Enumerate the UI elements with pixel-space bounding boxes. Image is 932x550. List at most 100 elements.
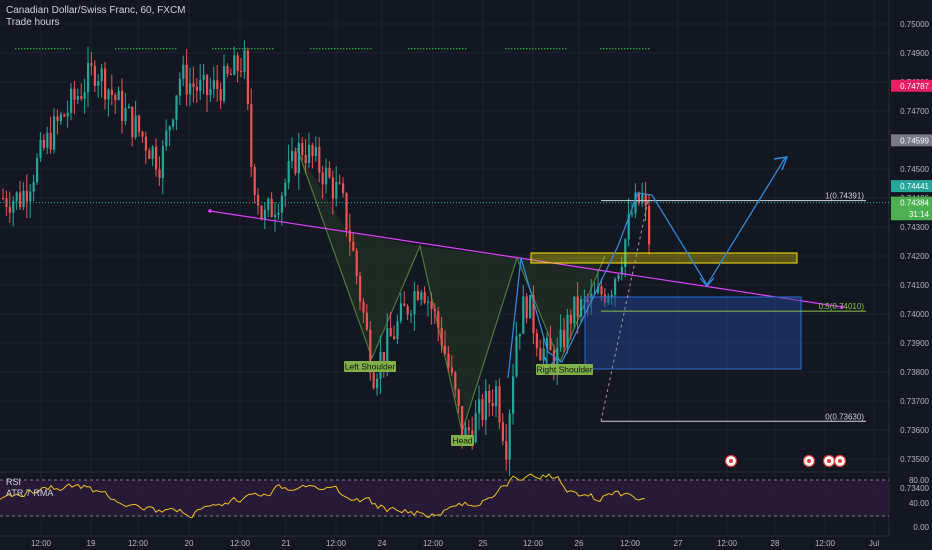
trade-hours-dot [27,48,29,50]
candle-down [257,195,260,206]
time-tick-label: Jul [869,539,879,548]
candle-down [348,230,351,242]
trade-hours-dot [429,48,431,50]
price-tick-label: 0.73400 [900,484,929,493]
trade-hours-dot [559,48,561,50]
price-tick-label: 0.74500 [900,165,929,174]
symbol-title[interactable]: Canadian Dollar/Swiss Franc, 60, FXCM [6,5,186,16]
candle-down [389,327,392,337]
candle-down [73,88,76,100]
trade-hours-dot [242,48,244,50]
time-tick-label: 12:00 [31,539,52,548]
candle-down [338,182,341,184]
candles [2,40,651,477]
candle-up [46,132,49,148]
candle-down [141,131,144,137]
trade-hours-dot [154,48,156,50]
candle-up [39,139,42,158]
candle-down [447,353,450,368]
trade-hours-dot [169,48,171,50]
rsi-tick-label: 40.00 [909,499,930,508]
trade-hours-dot [139,48,141,50]
candle-down [304,154,307,163]
trade-hours-dot [148,48,150,50]
price-tick-label: 0.73500 [900,455,929,464]
candle-down [372,372,375,389]
price-badge [891,134,932,147]
trade-hours-dot [550,48,552,50]
time-tick-label: 28 [771,539,780,548]
trade-hours-dot [426,48,428,50]
candle-down [260,205,263,220]
candle-up [117,90,120,101]
trade-hours-dot [212,48,214,50]
candle-down [505,441,508,460]
candle-up [427,301,430,303]
candle-up [189,83,192,95]
candle-down [321,172,324,185]
candle-down [481,399,484,420]
time-tick-label: 12:00 [717,539,738,548]
trade-hours-dot [66,48,68,50]
trade-hours-dot [505,48,507,50]
trade-hours-dot [511,48,513,50]
trade-hours-dot [520,48,522,50]
resistance-zone [530,252,798,264]
time-tick-label: 21 [282,539,291,548]
trade-hours-dot [142,48,144,50]
trade-hours-dot [166,48,168,50]
trade-hours-dot [33,48,35,50]
trade-hours-dot [532,48,534,50]
trade-hours-dot [523,48,525,50]
trade-hours-dot [245,48,247,50]
time-tick-label: 27 [674,539,683,548]
economic-event-dot [827,459,831,463]
price-badge-label: 0.74384 [900,199,929,208]
candle-down [110,89,113,95]
candle-up [386,327,389,364]
candle-up [83,92,86,99]
trade-hours-dot [526,48,528,50]
time-axis[interactable]: 12:00 19 12:00 20 12:00 21 12:00 24 12:00 25 12:00… [31,539,879,548]
price-tick-label: 0.73900 [900,339,929,348]
trade-hours-dot [624,48,626,50]
candle-up [178,78,181,96]
trade-hours-dot [316,48,318,50]
candle-up [70,88,73,113]
trade-hours-dot [121,48,123,50]
trade-hours-dot [462,48,464,50]
time-tick-label: 12:00 [620,539,641,548]
candle-down [382,352,385,364]
candle-down [362,301,365,313]
candle-up [280,195,283,213]
trade-hours-dot [51,48,53,50]
right-shoulder-label-bg [536,364,593,375]
trade-hours-dot [313,48,315,50]
candle-down [549,337,552,351]
head-area [420,246,517,432]
candle-up [267,198,270,210]
rsi-label[interactable]: RSI [6,477,22,487]
trade-hours-dot [254,48,256,50]
candle-down [403,303,406,307]
price-axis[interactable]: 0.750000.749000.748000.747000.746000.745… [890,0,932,550]
trade-hours-dot [18,48,20,50]
trade-hours-dot [69,48,71,50]
atr-label[interactable]: ATR 7 RMA [6,488,54,498]
trade-hours-dot [54,48,56,50]
time-tick-label: 12:00 [423,539,444,548]
trade-hours-dot [565,48,567,50]
trade-hours-dot [236,48,238,50]
trade-hours-dot [517,48,519,50]
candle-down [226,66,229,75]
trade-hours-dot [367,48,369,50]
trade-hours-dot [227,48,229,50]
candle-down [355,250,358,277]
price-badge [891,79,932,92]
trade-hours-dot [408,48,410,50]
candle-down [195,86,198,91]
candle-down [104,68,107,100]
candle-down [525,296,528,319]
candle-down [114,94,117,101]
